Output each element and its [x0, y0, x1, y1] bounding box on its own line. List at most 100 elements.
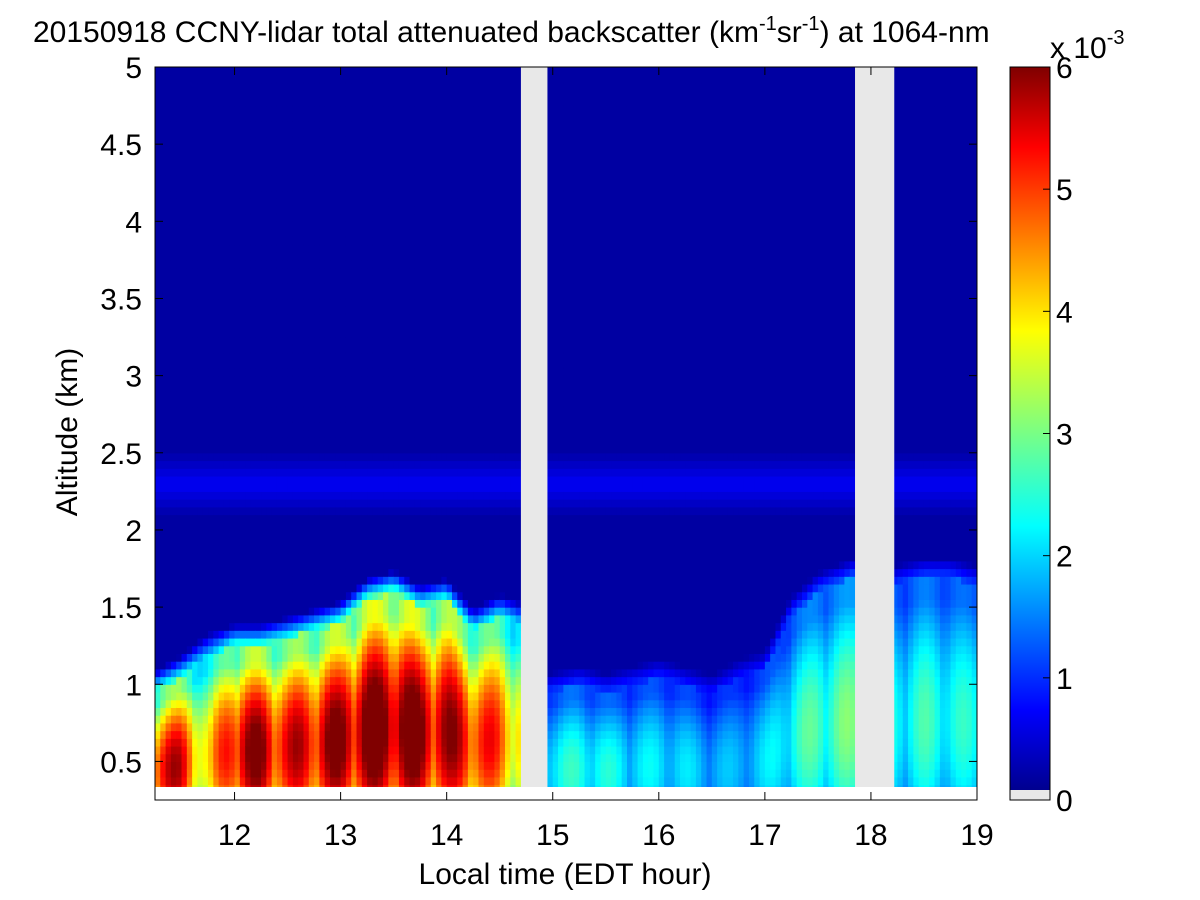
heatmap-cell [414, 684, 421, 693]
heatmap-cell [330, 560, 336, 570]
heatmap-cell [229, 499, 236, 508]
heatmap-cell [155, 707, 161, 716]
heatmap-cell [160, 529, 167, 539]
heatmap-cell [388, 128, 395, 138]
heatmap-cell [208, 445, 214, 454]
heatmap-cell [229, 337, 236, 346]
heatmap-cell [292, 360, 299, 369]
heatmap-cell [356, 691, 363, 701]
heatmap-cell [197, 684, 204, 693]
heatmap-cell [186, 182, 193, 192]
heatmap-cell [250, 105, 257, 114]
heatmap-cell [425, 290, 432, 300]
heatmap-cell [165, 522, 172, 531]
heatmap-cell [345, 653, 352, 662]
heatmap-cell [186, 298, 193, 307]
heatmap-cell [330, 468, 336, 477]
heatmap-cell [213, 545, 220, 554]
heatmap-cell [308, 445, 315, 454]
heatmap-cell [308, 159, 315, 168]
heatmap-cell [330, 151, 336, 161]
heatmap-cell [229, 429, 236, 438]
heatmap-cell [420, 360, 427, 369]
heatmap-cell [186, 761, 193, 770]
heatmap-cell [282, 761, 289, 770]
heatmap-cell [229, 329, 236, 338]
heatmap-cell [165, 568, 172, 577]
heatmap-cell [330, 360, 336, 369]
heatmap-cell [414, 576, 421, 585]
heatmap-cell [404, 113, 411, 122]
heatmap-cell [314, 105, 320, 114]
heatmap-cell [314, 576, 320, 585]
heatmap-cell [383, 136, 389, 145]
heatmap-cell [292, 452, 299, 462]
heatmap-cell [356, 167, 363, 176]
heatmap-cell [345, 514, 352, 523]
heatmap-cell [393, 414, 400, 423]
heatmap-cell [377, 151, 384, 161]
heatmap-cell [208, 653, 214, 662]
heatmap-cell [170, 383, 177, 392]
heatmap-cell [393, 730, 400, 739]
heatmap-cell [155, 437, 161, 446]
heatmap-cell [330, 352, 336, 361]
heatmap-cell [314, 391, 320, 400]
heatmap-cell [377, 568, 384, 577]
heatmap-cell [266, 591, 273, 600]
heatmap-cell [165, 622, 172, 631]
heatmap-cell [261, 391, 267, 400]
heatmap-cell [223, 391, 230, 400]
heatmap-cell [229, 391, 236, 400]
heatmap-cell [192, 352, 199, 361]
heatmap-cell [287, 306, 294, 315]
heatmap-cell [340, 213, 347, 222]
heatmap-cell [345, 684, 352, 693]
heatmap-cell [414, 691, 421, 701]
heatmap-cell [388, 391, 395, 400]
heatmap-cell [181, 653, 188, 662]
heatmap-cell [398, 715, 405, 724]
heatmap-cell [271, 506, 278, 516]
heatmap-cell [367, 128, 374, 138]
heatmap-cell [223, 74, 230, 84]
heatmap-cell [165, 722, 172, 732]
heatmap-cell [261, 722, 267, 732]
heatmap-cell [250, 182, 257, 192]
heatmap-cell [361, 445, 368, 454]
heatmap-cell [282, 144, 289, 153]
heatmap-cell [340, 599, 347, 608]
heatmap-cell [404, 383, 411, 392]
heatmap-cell [308, 97, 315, 107]
heatmap-cell [367, 267, 374, 276]
heatmap-cell [218, 506, 225, 516]
heatmap-cell [367, 136, 374, 145]
heatmap-cell [377, 545, 384, 554]
heatmap-cell [377, 707, 384, 716]
heatmap-cell [367, 375, 374, 384]
heatmap-cell [218, 622, 225, 631]
heatmap-cell [181, 298, 188, 307]
heatmap-cell [314, 753, 320, 763]
heatmap-cell [314, 545, 320, 554]
heatmap-cell [357, 792, 363, 800]
heatmap-cell [271, 136, 278, 145]
heatmap-cell [234, 668, 241, 678]
heatmap-cell [383, 460, 389, 469]
heatmap-cell [250, 398, 257, 408]
heatmap-cell [223, 175, 230, 184]
heatmap-cell [287, 452, 294, 462]
heatmap-cell [409, 614, 416, 624]
heatmap-cell [314, 645, 320, 654]
heatmap-cell [165, 159, 172, 168]
heatmap-cell [261, 792, 267, 800]
heatmap-cell [420, 67, 427, 76]
heatmap-cell [314, 653, 320, 662]
heatmap-cell [319, 252, 326, 261]
heatmap-cell [388, 776, 395, 786]
heatmap-cell [330, 784, 336, 787]
heatmap-cell [414, 221, 421, 230]
heatmap-cell [330, 499, 336, 508]
heatmap-cell [367, 645, 374, 654]
heatmap-cell [186, 691, 193, 701]
